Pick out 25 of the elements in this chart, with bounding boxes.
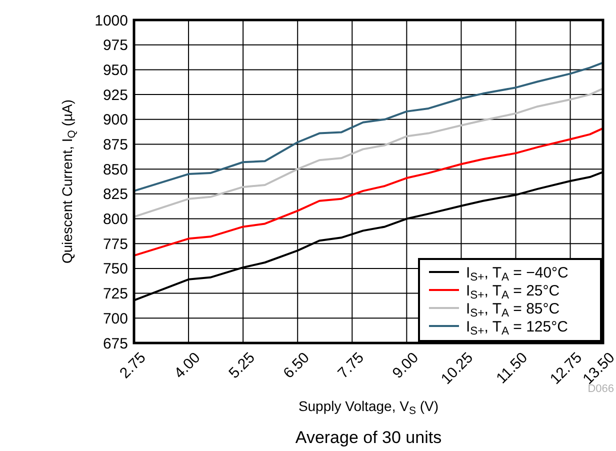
x-tick-label: 9.00	[389, 349, 422, 382]
x-tick-label: 4.00	[171, 349, 204, 382]
legend-label: I$_{S+}$, T$_{A}$ = 125°C	[466, 318, 568, 337]
y-tick-label: 725	[102, 286, 128, 303]
y-tick-label: 800	[102, 211, 128, 228]
y-tick-label: 875	[102, 136, 128, 154]
y-tick-label: 675	[102, 335, 128, 352]
text: D066	[588, 383, 614, 395]
y-tick-label: 750	[102, 260, 128, 278]
y-tick-label: 775	[102, 236, 128, 253]
y-tick-label: 1000	[94, 12, 128, 30]
y-tick-label: 950	[102, 62, 128, 79]
y-tick-label: 925	[102, 86, 128, 104]
legend-label: I$_{S+}$, T$_{A}$ = −40°C	[466, 264, 569, 283]
legend-label: I$_{S+}$, T$_{A}$ = 25°C	[466, 282, 560, 301]
y-tick-label: 975	[102, 37, 128, 54]
y-tick-label: 700	[102, 310, 128, 328]
x-tick-label: 7.75	[334, 349, 368, 382]
legend-label: I$_{S+}$, T$_{A}$ = 85°C	[466, 300, 560, 319]
y-tick-label: 825	[102, 186, 128, 204]
x-axis-title: Supply Voltage, V$_{S}$ (V)	[298, 398, 439, 417]
text: Average of 30 units	[295, 428, 442, 447]
y-tick-label: 900	[102, 112, 128, 129]
x-tick-label: 6.50	[280, 349, 313, 382]
y-tick-label: 850	[102, 161, 128, 178]
